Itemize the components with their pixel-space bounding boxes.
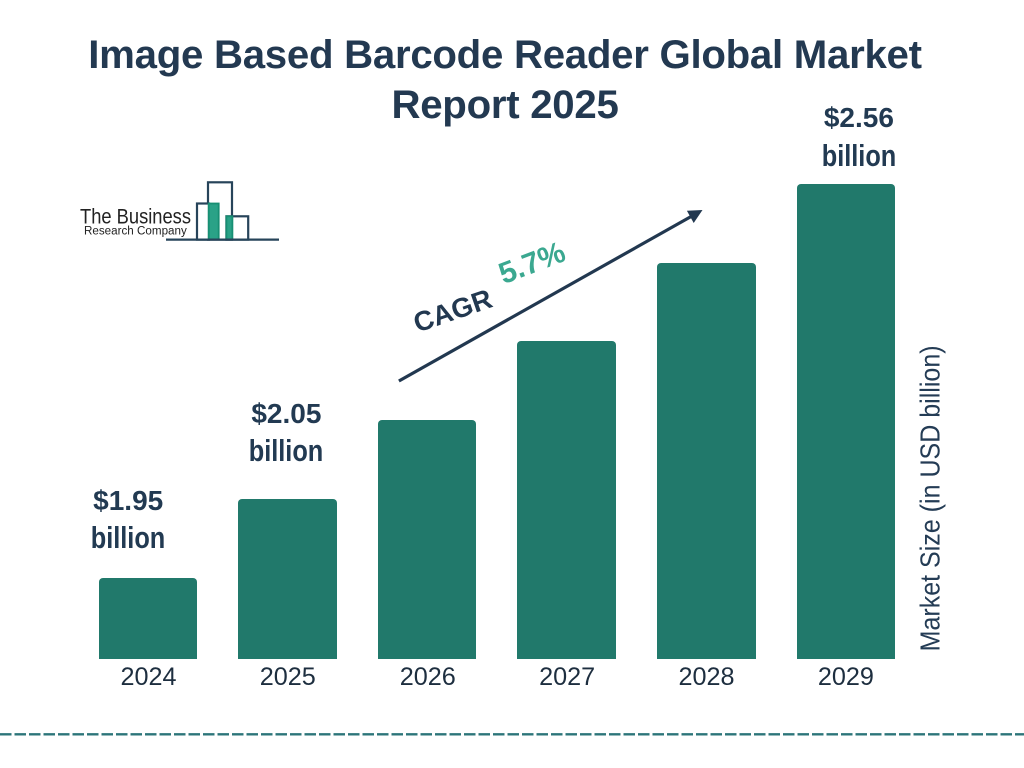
svg-text:The Business: The Business	[80, 205, 191, 229]
svg-text:Market Size (in USD billion): Market Size (in USD billion)	[915, 345, 946, 651]
svg-text:Research Company: Research Company	[84, 225, 187, 237]
